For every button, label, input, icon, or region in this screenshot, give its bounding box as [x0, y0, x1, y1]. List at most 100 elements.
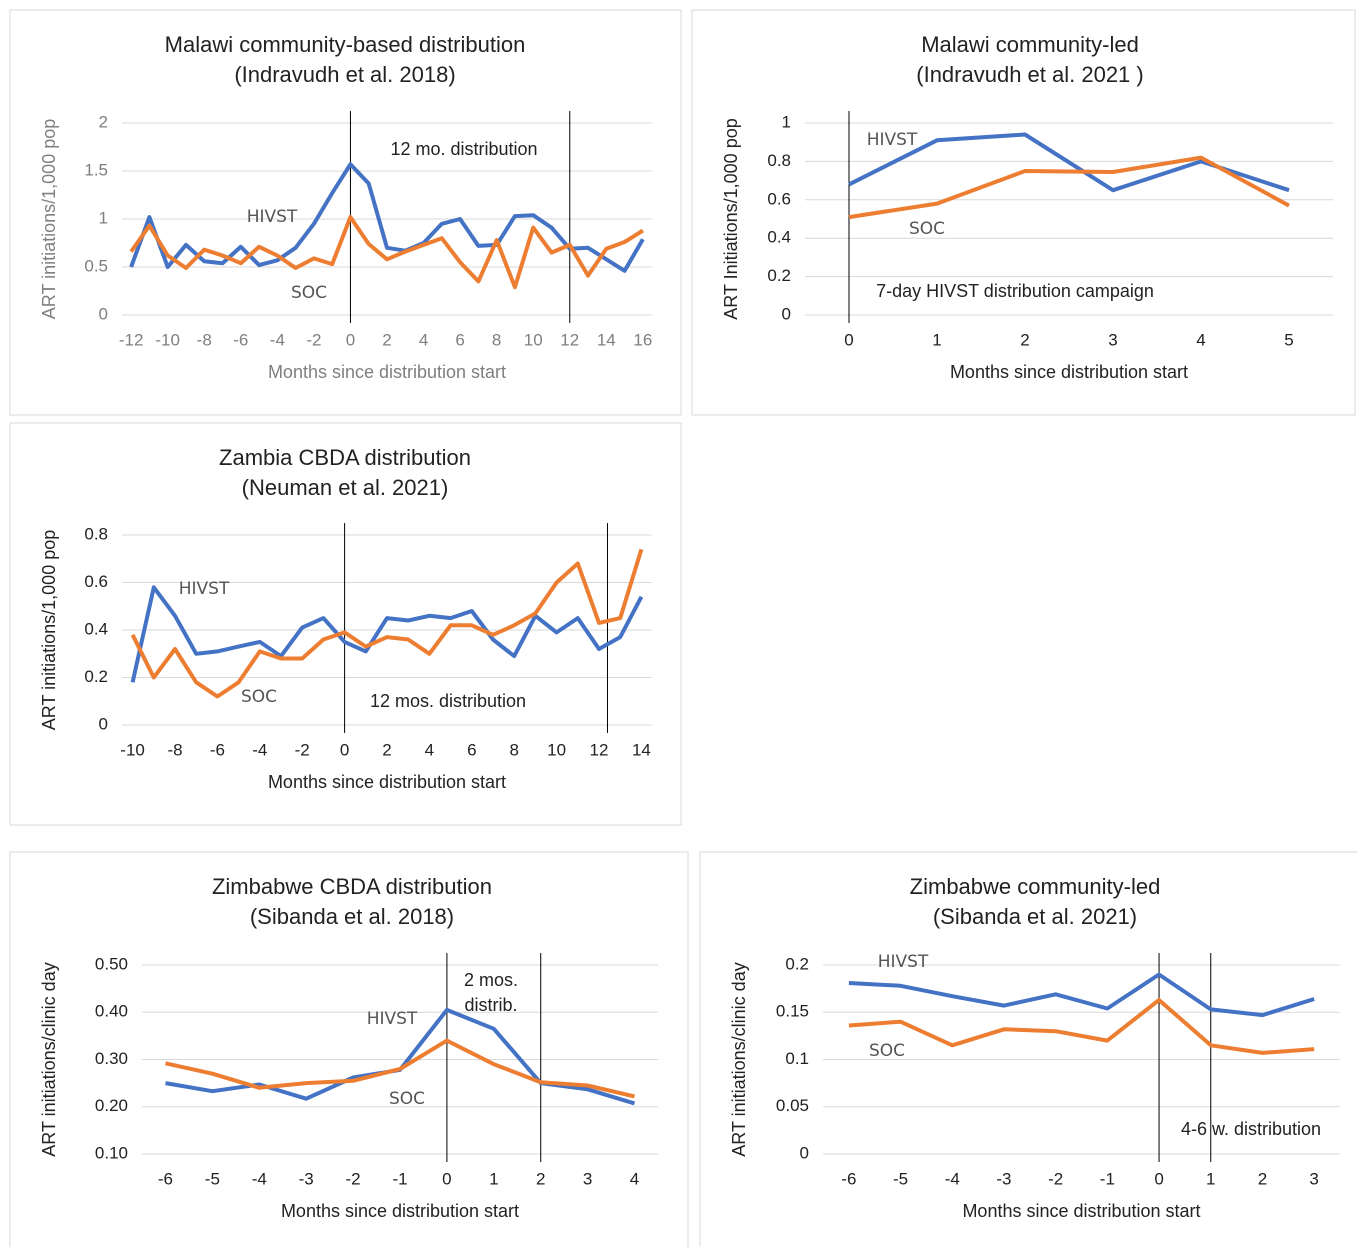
- chart-title: Malawi community-led: [921, 32, 1139, 57]
- x-tick-label: -8: [197, 330, 212, 349]
- chart: Zambia CBDA distribution (Neuman et al. 2…: [39, 445, 652, 792]
- x-tick-label: 14: [597, 330, 616, 349]
- annotation: 7-day HIVST distribution campaign: [876, 281, 1154, 301]
- x-tick-label: -10: [155, 330, 180, 349]
- x-tick-label: -2: [1048, 1169, 1063, 1188]
- y-axis-label: ART initiations/1,000 pop: [39, 530, 59, 730]
- y-tick-label: 0: [99, 304, 108, 323]
- y-axis-label: ART initiations/clinic day: [39, 962, 59, 1156]
- y-tick-label: 1: [99, 208, 108, 227]
- panel-border: [9, 422, 682, 826]
- y-tick-label: 0.2: [767, 266, 791, 285]
- x-tick-label: 0: [1154, 1169, 1163, 1188]
- series-label: HIVST: [867, 130, 918, 150]
- y-tick-label: 0.6: [767, 189, 791, 208]
- x-tick-label: 8: [509, 740, 518, 759]
- chart: Malawi community-based distribution (Indr…: [39, 32, 653, 382]
- x-tick-label: -6: [233, 330, 248, 349]
- y-tick-label: 0.50: [95, 954, 128, 973]
- annotation: 4-6 w. distribution: [1181, 1119, 1321, 1139]
- x-tick-label: -6: [841, 1169, 856, 1188]
- x-tick-label: -1: [1100, 1169, 1115, 1188]
- annotation: distrib.: [464, 995, 517, 1015]
- x-tick-label: -10: [120, 740, 145, 759]
- x-axis-label: Months since distribution start: [962, 1201, 1200, 1221]
- x-tick-label: -4: [945, 1169, 960, 1188]
- x-tick-label: 14: [632, 740, 651, 759]
- x-tick-label: 12: [560, 330, 579, 349]
- x-tick-label: 10: [524, 330, 543, 349]
- x-tick-label: 3: [583, 1169, 592, 1188]
- x-tick-label: 8: [492, 330, 501, 349]
- x-tick-label: -3: [299, 1169, 314, 1188]
- x-tick-label: 1: [489, 1169, 498, 1188]
- y-tick-label: 2: [99, 112, 108, 131]
- x-tick-label: -2: [295, 740, 310, 759]
- chart-title: Zimbabwe community-led: [910, 874, 1161, 899]
- x-tick-label: -4: [252, 740, 267, 759]
- y-axis-label: ART Initiations/1,000 pop: [721, 118, 741, 319]
- series-line: [848, 998, 1315, 1055]
- chart-subtitle: (Sibanda et al. 2018): [250, 904, 454, 929]
- x-tick-label: -3: [996, 1169, 1011, 1188]
- x-tick-label: 2: [536, 1169, 545, 1188]
- x-tick-label: -8: [167, 740, 182, 759]
- chart-title: Malawi community-based distribution: [165, 32, 526, 57]
- y-tick-label: 0.40: [95, 1002, 128, 1021]
- y-tick-label: 0.2: [785, 954, 809, 973]
- y-tick-label: 1: [782, 112, 791, 131]
- chart-subtitle: (Neuman et al. 2021): [242, 475, 449, 500]
- series-label: HIVST: [878, 952, 929, 972]
- x-tick-label: -6: [210, 740, 225, 759]
- panel-border: [9, 9, 682, 416]
- x-tick-label: -5: [893, 1169, 908, 1188]
- y-tick-label: 0.20: [95, 1096, 128, 1115]
- chart: Malawi community-led (Indravudh et al. 20…: [721, 32, 1333, 382]
- series-line: [848, 155, 1290, 220]
- y-axis-label: ART initiations/1,000 pop: [39, 119, 59, 319]
- x-tick-label: 0: [442, 1169, 451, 1188]
- x-tick-label: -6: [158, 1169, 173, 1188]
- annotation: 12 mo. distribution: [390, 139, 537, 159]
- x-tick-label: 0: [844, 330, 853, 349]
- x-tick-label: 3: [1309, 1169, 1318, 1188]
- y-tick-label: 0.4: [84, 619, 108, 638]
- y-tick-label: 0.8: [84, 524, 108, 543]
- series-line: [129, 215, 644, 290]
- x-tick-label: 2: [382, 740, 391, 759]
- chart: Zimbabwe community-led (Sibanda et al. 20…: [729, 874, 1340, 1221]
- panel-border: [699, 851, 1357, 1252]
- y-tick-label: 0.30: [95, 1049, 128, 1068]
- chart-title: Zambia CBDA distribution: [219, 445, 471, 470]
- chart-title: Zimbabwe CBDA distribution: [212, 874, 492, 899]
- x-axis-label: Months since distribution start: [268, 362, 506, 382]
- y-tick-label: 0: [800, 1143, 809, 1162]
- y-tick-label: 0.05: [776, 1096, 809, 1115]
- chart-subtitle: (Indravudh et al. 2018): [234, 62, 455, 87]
- series-label: SOC: [909, 219, 945, 239]
- x-tick-label: -2: [306, 330, 321, 349]
- x-tick-label: 6: [455, 330, 464, 349]
- y-tick-label: 0.6: [84, 572, 108, 591]
- x-tick-label: -5: [205, 1169, 220, 1188]
- x-tick-label: 4: [1196, 330, 1205, 349]
- x-tick-label: -1: [392, 1169, 407, 1188]
- x-tick-label: 4: [630, 1169, 639, 1188]
- series-label: SOC: [291, 283, 327, 303]
- y-tick-label: 0.1: [785, 1049, 809, 1068]
- series-line: [130, 585, 644, 683]
- x-tick-label: 0: [340, 740, 349, 759]
- x-tick-label: -4: [270, 330, 285, 349]
- x-axis-label: Months since distribution start: [950, 362, 1188, 382]
- x-tick-label: 3: [1108, 330, 1117, 349]
- y-tick-label: 1.5: [84, 160, 108, 179]
- x-tick-label: 2: [1020, 330, 1029, 349]
- y-axis-label: ART initiations/clinic day: [729, 962, 749, 1156]
- x-tick-label: 0: [346, 330, 355, 349]
- panel-border: [691, 9, 1356, 416]
- x-tick-label: 2: [1258, 1169, 1267, 1188]
- y-tick-label: 0.10: [95, 1143, 128, 1162]
- series-label: HIVST: [367, 1009, 418, 1029]
- x-tick-label: 4: [419, 330, 428, 349]
